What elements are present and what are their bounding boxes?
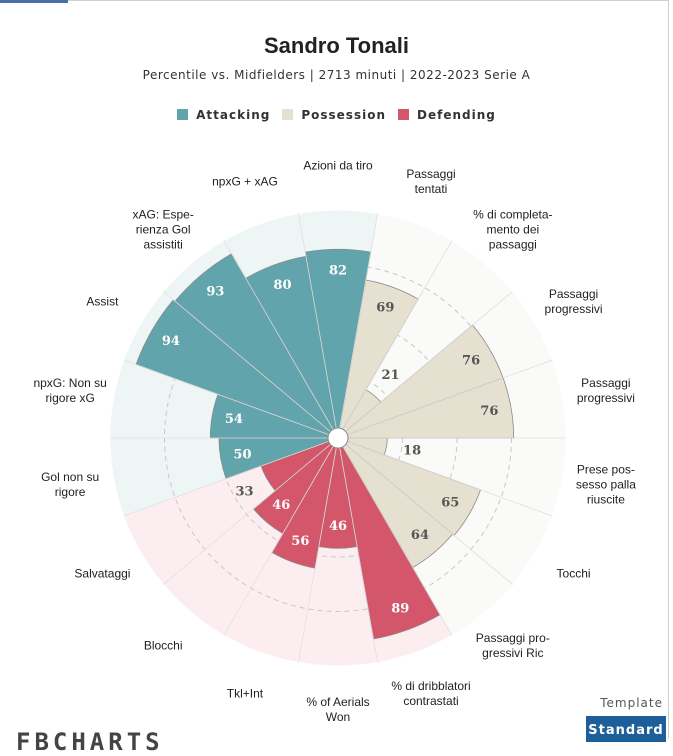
category-label: Prese pos- sesso palla riuscite (575, 462, 636, 507)
value-label: 93 (206, 284, 224, 299)
spoke (123, 359, 339, 439)
value-label: 46 (272, 498, 290, 513)
value-label: 64 (411, 528, 429, 543)
value-label: 89 (391, 602, 409, 617)
category-label: Azioni da tiro (303, 158, 373, 173)
value-label: 50 (233, 447, 251, 462)
category-label: Blocchi (143, 638, 183, 653)
category-label: Gol non su rigore (41, 470, 100, 500)
category-label: Passaggi tentati (406, 167, 456, 197)
value-label: 21 (382, 368, 400, 383)
legend-swatch (177, 109, 189, 120)
tab-indicator (0, 0, 68, 3)
spoke (223, 240, 339, 439)
spoke (337, 213, 378, 439)
category-label: Passaggi progressivi (544, 287, 603, 316)
value-label: 82 (329, 264, 347, 279)
chart-subtitle: Percentile vs. Midfielders | 2713 minuti… (142, 68, 531, 82)
legend-label: Attacking (196, 108, 271, 122)
category-label: xAG: Espe- rienza Gol assistiti (132, 207, 194, 252)
spoke (337, 437, 553, 517)
value-label: 46 (329, 519, 347, 534)
value-label: 33 (235, 484, 253, 499)
legend-swatch (398, 109, 409, 120)
value-label: 80 (273, 278, 291, 293)
value-label: 94 (162, 334, 180, 349)
category-label: % di dribblatori contrastati (391, 678, 471, 708)
center-hole (327, 427, 349, 449)
value-label: 54 (225, 412, 243, 427)
chart-title: Sandro Tonali (263, 33, 410, 58)
spoke (123, 437, 339, 517)
spoke (337, 437, 453, 636)
category-label: Assist (86, 294, 119, 309)
spoke (223, 437, 339, 636)
template-button[interactable]: Standard (586, 716, 666, 742)
value-label: 56 (291, 534, 309, 549)
spoke (298, 213, 339, 439)
category-label: npxG + xAG (212, 174, 278, 189)
category-label: Tkl+Int (226, 686, 264, 701)
category-label: Tocchi (556, 566, 591, 581)
category-label: Passaggi pro- gressivi Ric (475, 631, 550, 661)
value-label: 76 (462, 354, 480, 369)
spoke (298, 437, 339, 663)
legend-label: Possession (301, 108, 386, 122)
logo: FBCHARTS (16, 728, 164, 756)
value-label: 76 (480, 404, 498, 419)
category-label: Salvataggi (74, 566, 131, 581)
legend-item: Defending (398, 108, 496, 122)
value-label: 18 (403, 444, 421, 459)
category-label: % of Aerials Won (306, 695, 370, 724)
template-label: Template (600, 696, 663, 710)
value-label: 69 (376, 300, 394, 315)
chart-frame (0, 0, 669, 739)
chart: 82 69 21 76 76 18 65 64 89 46 56 46 33 50 54 94 93 80 (109, 209, 567, 667)
legend-swatch (282, 109, 294, 120)
spoke (163, 437, 339, 585)
value-label: 65 (441, 495, 459, 510)
spoke (337, 437, 513, 585)
spoke (337, 359, 553, 439)
spoke (163, 291, 339, 439)
legend: Attacking Possession Defending (0, 108, 673, 122)
legend-item: Attacking (177, 108, 270, 122)
spoke (337, 240, 453, 439)
legend-label: Defending (417, 108, 496, 122)
legend-item: Possession (282, 108, 386, 122)
category-label: % di completa- mento dei passaggi (473, 207, 553, 252)
category-label: npxG: Non su rigore xG (33, 375, 107, 405)
spoke (337, 291, 513, 439)
category-label: Passaggi progressivi (576, 375, 635, 405)
spoke (337, 437, 378, 663)
